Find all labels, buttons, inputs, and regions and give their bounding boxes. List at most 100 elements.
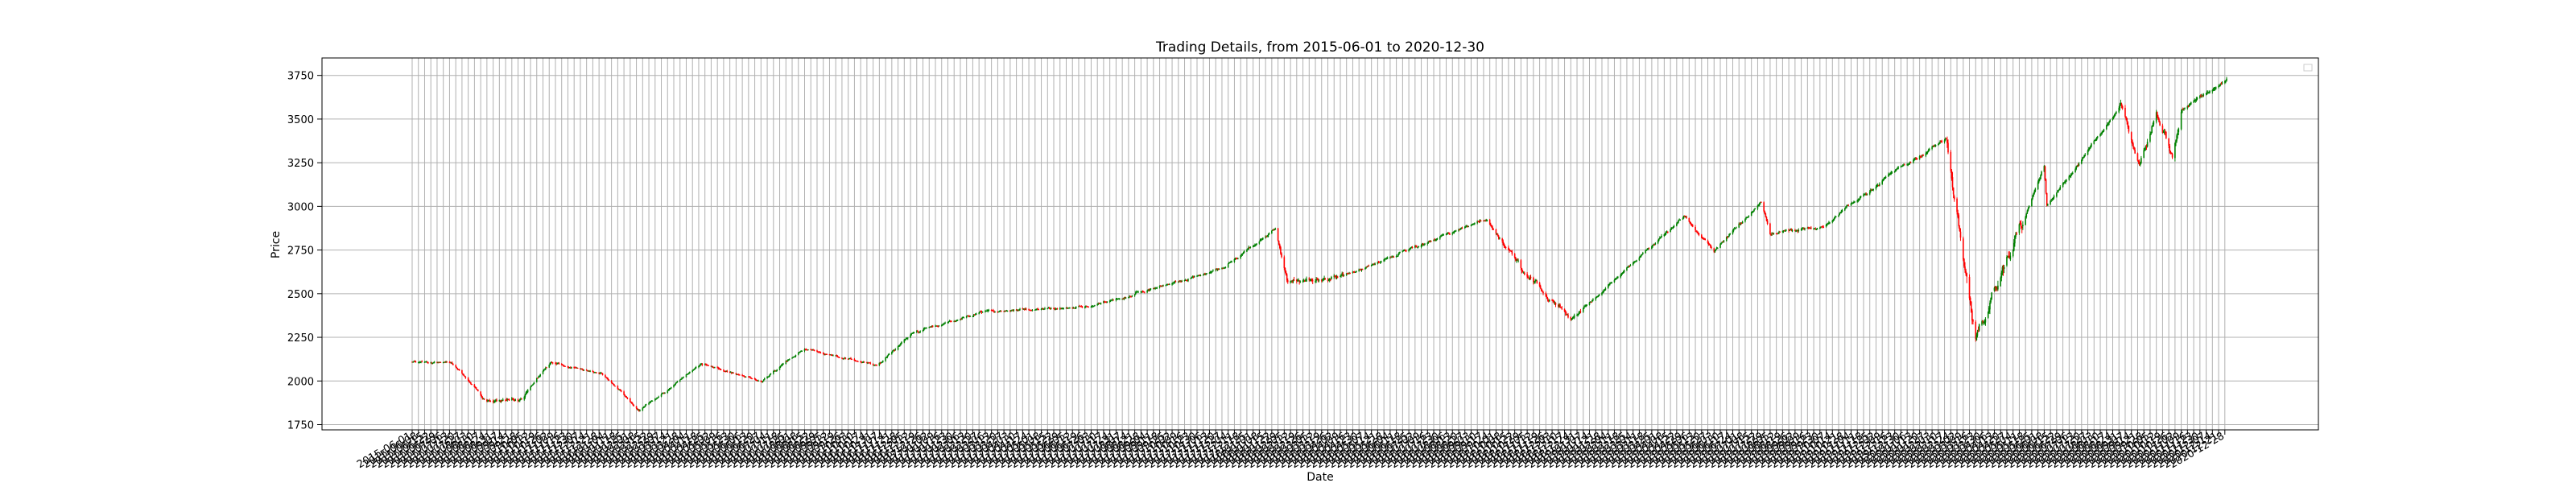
- candle-body-down: [1909, 162, 1912, 163]
- candle-body-up: [1901, 165, 1904, 167]
- candle-body-up: [568, 367, 571, 369]
- candle-body-up: [1652, 245, 1653, 247]
- candle-body-up: [1402, 250, 1405, 252]
- candle-body-up: [1607, 285, 1609, 289]
- candle-body-up: [1859, 196, 1861, 200]
- candle-body-up: [699, 365, 700, 366]
- candle-body-down: [1807, 227, 1810, 229]
- candle-body-down: [1563, 308, 1566, 312]
- candle-body-up: [668, 389, 671, 390]
- candle-body-down: [1030, 310, 1033, 312]
- candle-body-up: [518, 399, 521, 401]
- candle-body-up: [2034, 188, 2037, 192]
- candle-body-up: [576, 367, 578, 369]
- candle-body-down: [1056, 308, 1059, 310]
- candle-body-down: [1311, 279, 1313, 281]
- axis-layer: 1750200022502500275030003250350037502015…: [287, 71, 2227, 472]
- candle-body-down: [813, 350, 815, 352]
- candle-body-down: [467, 378, 469, 381]
- candle-body-up: [1834, 217, 1836, 219]
- candle-body-down: [1235, 258, 1237, 259]
- candle-body-up: [1616, 277, 1618, 279]
- candle-body-up: [1884, 178, 1886, 180]
- candle-body-up: [1798, 229, 1800, 232]
- candle-body-up: [1466, 225, 1468, 227]
- candle-body-up: [545, 367, 547, 369]
- candle-body-down: [1933, 145, 1935, 147]
- candle-body-down: [1690, 223, 1692, 225]
- candle-body-up: [1268, 233, 1270, 235]
- candle-body-down: [2002, 266, 2004, 270]
- candle-body-up: [1451, 233, 1454, 234]
- candle-body-up: [1318, 279, 1320, 281]
- candle-body-up: [906, 338, 908, 340]
- candle-body-up: [1729, 233, 1731, 235]
- candle-body-up: [2014, 235, 2016, 244]
- candle-body-down: [1794, 230, 1796, 232]
- candle-body-up: [867, 362, 869, 364]
- candle-body-up: [1670, 229, 1671, 233]
- candle-body-up: [689, 372, 691, 374]
- candle-body-down: [555, 362, 556, 364]
- candle-body-up: [886, 356, 889, 357]
- candle-body-up: [892, 350, 894, 353]
- candle-body-up: [525, 392, 527, 394]
- candle-body-down: [1922, 155, 1924, 157]
- candle-body-down: [2161, 125, 2164, 133]
- candle-body-down: [2187, 106, 2190, 108]
- candle-body-up: [675, 382, 677, 385]
- candle-body-up: [1721, 242, 1724, 243]
- candle-body-down: [448, 361, 451, 363]
- candle-body-up: [1791, 230, 1794, 232]
- candle-body-down: [757, 380, 758, 382]
- candle-body-down: [1553, 300, 1555, 303]
- candle-body-down: [1222, 268, 1224, 270]
- candle-body-down: [486, 399, 488, 402]
- candle-body-up: [1433, 240, 1435, 242]
- candle-body-down: [1546, 298, 1549, 299]
- candle-body-up: [913, 332, 915, 333]
- candle-body-down: [1713, 248, 1715, 252]
- plot-frame: [321, 57, 2319, 431]
- candle-body-up: [963, 317, 965, 319]
- candle-body-up: [1309, 279, 1311, 281]
- candle-body-down: [573, 366, 575, 368]
- candle-body-down: [1353, 271, 1356, 273]
- candle-body-down: [1113, 299, 1114, 301]
- candle-body-up: [1751, 211, 1753, 213]
- candle-body-up: [1150, 288, 1152, 290]
- candle-body-down: [620, 390, 622, 392]
- candle-body-up: [1340, 276, 1341, 278]
- candle-body-down: [1087, 306, 1088, 308]
- candle-body-up: [767, 377, 769, 378]
- candle-body-down: [831, 354, 833, 356]
- candle-body-down: [507, 399, 510, 401]
- candle-body-down: [1711, 246, 1712, 249]
- candle-body-up: [1292, 279, 1294, 283]
- candle-body-up: [692, 369, 695, 371]
- candle-body-up: [1418, 246, 1420, 248]
- candle-body-up: [843, 358, 844, 360]
- candle-body-down: [724, 370, 725, 372]
- candle-body-down: [1317, 279, 1319, 280]
- candle-body-down: [1691, 225, 1694, 227]
- candle-body-down: [440, 361, 442, 363]
- candle-body-down: [449, 361, 452, 363]
- candle-body-up: [910, 335, 911, 338]
- candle-body-up: [1572, 317, 1575, 319]
- candle-body-up: [2107, 122, 2109, 125]
- candle-body-up: [2218, 86, 2219, 88]
- candle-body-up: [2027, 208, 2029, 211]
- candle-body-up: [1499, 237, 1501, 239]
- candle-body-up: [1826, 224, 1828, 225]
- candle-body-up: [1181, 280, 1183, 282]
- candle-body-up: [1323, 278, 1324, 281]
- candle-body-up: [2189, 104, 2191, 105]
- candle-body-up: [1055, 308, 1058, 310]
- candle-body-up: [2058, 190, 2059, 192]
- candle-body-up: [442, 362, 444, 364]
- candle-body-down: [1448, 233, 1450, 234]
- candle-body-up: [1820, 227, 1822, 229]
- candle-body-up: [1041, 308, 1043, 310]
- candle-body-up: [1716, 248, 1719, 250]
